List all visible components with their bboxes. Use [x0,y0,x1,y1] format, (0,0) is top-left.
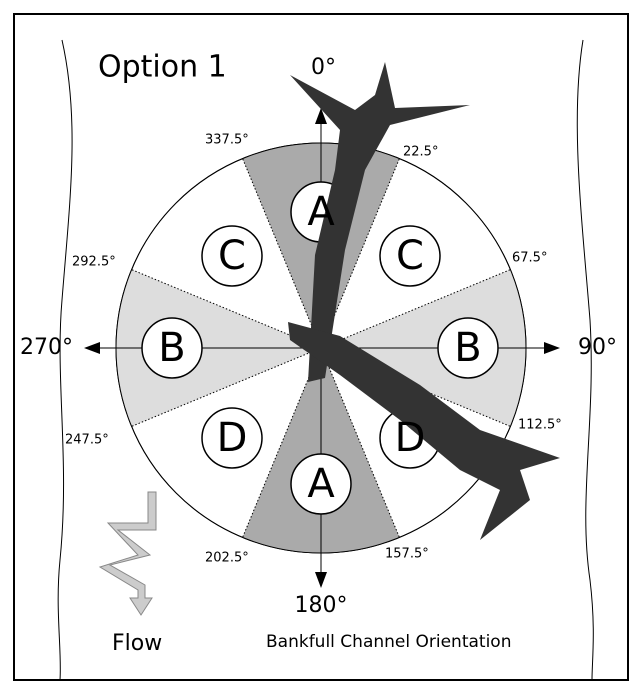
flow-arrow [98,491,157,616]
angle-label: 247.5° [65,433,109,448]
zone-letter: D [395,415,426,461]
bank-left [57,39,73,681]
bank-right [576,39,594,681]
angle-label: 67.5° [512,251,547,266]
channel-branch [288,322,560,540]
angle-label: 202.5° [205,551,249,566]
angle-label: 112.5° [518,418,562,433]
channel-branch [290,62,470,382]
arrowheads [84,108,560,588]
angle-label: 157.5° [385,547,429,562]
zone-circles [141,181,499,515]
zone-letter: C [396,233,424,279]
zone-letter: B [158,325,185,371]
title: Option 1 [98,50,227,85]
compass-label: 270° [20,335,73,360]
zone-letter: D [217,415,248,461]
flow-label: Flow [112,631,162,656]
zone-letter: B [454,325,481,371]
angle-label: 337.5° [205,133,249,148]
compass-label: 90° [578,335,617,360]
zone-letter: A [307,461,335,507]
angle-label: 292.5° [72,255,116,270]
angle-label: 22.5° [403,145,438,160]
caption: Bankfull Channel Orientation [266,632,511,652]
compass-label: 180° [295,593,348,618]
zone-letter: C [218,233,246,279]
compass-label: 0° [311,55,336,80]
zone-letter: A [307,189,335,235]
